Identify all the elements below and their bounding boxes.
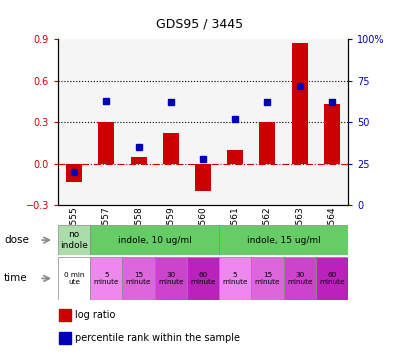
Text: 0 min
ute: 0 min ute: [64, 272, 84, 285]
Bar: [292, 44, 308, 164]
Text: dose: dose: [4, 235, 29, 245]
Text: 15
minute: 15 minute: [255, 272, 280, 285]
Bar: [187, 257, 219, 300]
Text: 5
minute: 5 minute: [94, 272, 119, 285]
Bar: [60, 332, 71, 344]
Bar: [122, 257, 155, 300]
Bar: [58, 225, 90, 255]
Bar: [60, 309, 71, 321]
Bar: [130, 157, 147, 164]
Text: percentile rank within the sample: percentile rank within the sample: [75, 333, 240, 343]
Bar: [195, 164, 211, 191]
Bar: [90, 225, 219, 255]
Text: time: time: [4, 273, 28, 283]
Text: 60
minute: 60 minute: [319, 272, 345, 285]
Text: no
indole: no indole: [60, 230, 88, 250]
Text: log ratio: log ratio: [75, 310, 116, 320]
Bar: [251, 257, 284, 300]
Bar: [259, 122, 276, 164]
Text: 30
minute: 30 minute: [158, 272, 184, 285]
Bar: [219, 257, 251, 300]
Text: 15
minute: 15 minute: [126, 272, 151, 285]
Text: 30
minute: 30 minute: [287, 272, 312, 285]
Bar: [66, 164, 82, 182]
Bar: [316, 257, 348, 300]
Text: 5
minute: 5 minute: [222, 272, 248, 285]
Text: 60
minute: 60 minute: [190, 272, 216, 285]
Bar: [90, 257, 122, 300]
Text: indole, 15 ug/ml: indole, 15 ug/ml: [247, 236, 320, 245]
Text: GDS95 / 3445: GDS95 / 3445: [156, 18, 244, 31]
Text: indole, 10 ug/ml: indole, 10 ug/ml: [118, 236, 192, 245]
Bar: [284, 257, 316, 300]
Bar: [324, 104, 340, 164]
Bar: [98, 122, 114, 164]
Bar: [155, 257, 187, 300]
Bar: [219, 225, 348, 255]
Bar: [163, 133, 179, 164]
Bar: [58, 257, 90, 300]
Bar: [227, 150, 243, 164]
